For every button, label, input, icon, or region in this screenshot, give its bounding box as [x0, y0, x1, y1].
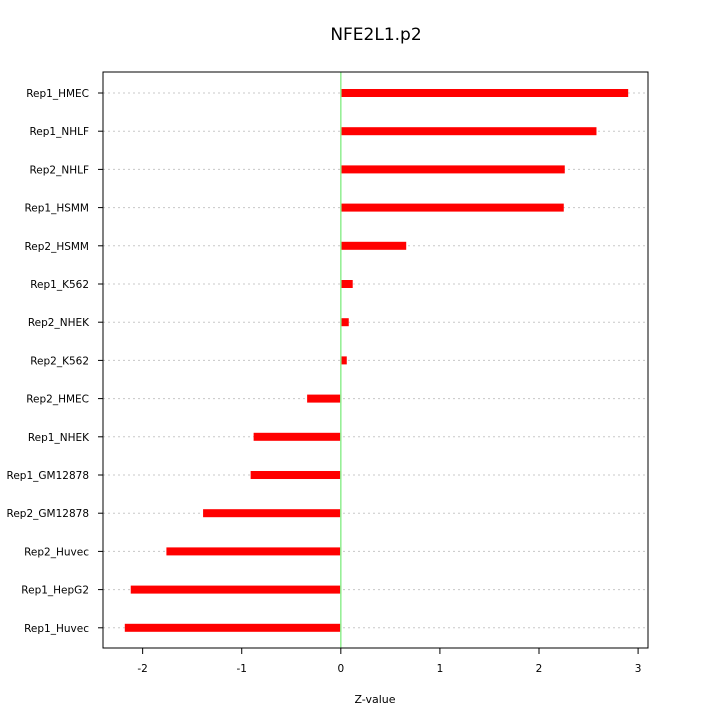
bar [166, 547, 341, 556]
x-tick-label: 0 [337, 663, 344, 675]
x-tick-label: -2 [137, 663, 147, 675]
y-tick-label: Rep2_GM12878 [7, 508, 89, 520]
x-tick-label: 3 [635, 663, 642, 675]
x-axis: -2 -1 0 1 2 3 [137, 647, 642, 675]
y-tick-label: Rep1_HSMM [24, 203, 89, 215]
y-axis-labels: Rep1_HMEC Rep1_NHLF Rep2_NHLF Rep1_HSMM Rep2… [7, 88, 103, 635]
bar [250, 471, 341, 479]
bar [340, 89, 629, 97]
y-tick-label: Rep2_HSMM [24, 241, 89, 253]
x-tick-label: 1 [437, 663, 444, 675]
bar [340, 318, 349, 327]
y-tick-label: Rep1_GM12878 [7, 470, 89, 482]
bar [340, 203, 564, 212]
x-tick-label: 2 [536, 663, 543, 675]
y-tick-label: Rep2_NHEK [28, 317, 90, 329]
bar [340, 280, 353, 288]
bar [307, 394, 341, 403]
bar [253, 432, 341, 441]
y-tick-label: Rep1_HMEC [26, 88, 89, 100]
bar [340, 127, 597, 136]
x-axis-title: Z-value [354, 693, 395, 706]
y-tick-label: Rep2_Huvec [24, 546, 89, 558]
y-tick-label: Rep2_HMEC [26, 394, 89, 406]
x-tick-label: -1 [236, 663, 246, 675]
y-tick-label: Rep2_K562 [30, 355, 89, 367]
y-tick-label: Rep1_Huvec [24, 623, 89, 635]
chart-title: NFE2L1.p2 [330, 25, 421, 45]
y-tick-label: Rep1_HepG2 [21, 585, 89, 597]
bars [124, 89, 629, 632]
y-tick-label: Rep1_NHEK [28, 432, 90, 444]
bar [340, 165, 565, 174]
bar [124, 623, 341, 632]
bar [130, 585, 341, 594]
bar [340, 241, 407, 250]
y-tick-label: Rep2_NHLF [29, 164, 89, 176]
y-tick-label: Rep1_K562 [30, 279, 89, 291]
bar [340, 356, 347, 365]
bar [203, 509, 341, 518]
y-tick-label: Rep1_NHLF [29, 126, 89, 138]
